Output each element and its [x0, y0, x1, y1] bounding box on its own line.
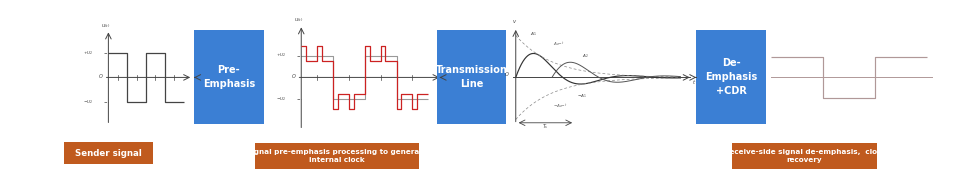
Text: $-U_2$: $-U_2$	[83, 98, 93, 106]
Bar	[194, 30, 264, 124]
Text: $T_s$: $T_s$	[542, 122, 549, 131]
Text: Signal pre-emphasis processing to generate
internal clock: Signal pre-emphasis processing to genera…	[246, 149, 428, 163]
Bar	[437, 30, 506, 124]
Text: $t$: $t$	[692, 78, 697, 86]
Text: $-A_1$: $-A_1$	[577, 93, 587, 100]
Bar	[696, 30, 766, 124]
Text: De-
Emphasis
+CDR: De- Emphasis +CDR	[705, 58, 757, 96]
Text: $t$: $t$	[443, 78, 446, 86]
Text: $-Ae^{-t}$: $-Ae^{-t}$	[553, 103, 568, 111]
Text: $A_1$: $A_1$	[530, 30, 537, 38]
Bar	[254, 143, 420, 169]
Text: Pre-
Emphasis: Pre- Emphasis	[203, 65, 255, 89]
Text: $t$: $t$	[193, 78, 197, 86]
Text: $Ae^{-t}$: $Ae^{-t}$	[553, 40, 564, 49]
Text: Sender signal: Sender signal	[75, 149, 142, 158]
Text: Receive-side signal de-emphasis,  clock
recovery: Receive-side signal de-emphasis, clock r…	[724, 149, 886, 163]
Text: $+U_2$: $+U_2$	[83, 49, 93, 57]
Text: $+U_2$: $+U_2$	[276, 52, 286, 59]
Text: $-U_2$: $-U_2$	[276, 95, 286, 103]
Text: $u_{(t)}$: $u_{(t)}$	[101, 22, 110, 30]
Text: $u_{(t)}$: $u_{(t)}$	[294, 17, 303, 24]
Text: $v$: $v$	[513, 18, 517, 25]
Text: $A_2$: $A_2$	[582, 52, 588, 60]
Text: $O$: $O$	[504, 70, 509, 78]
Text: Transmission
Line: Transmission Line	[436, 65, 508, 89]
Text: $O$: $O$	[98, 72, 104, 80]
Bar	[732, 143, 877, 169]
Text: $O$: $O$	[291, 72, 297, 80]
Bar	[63, 142, 153, 164]
